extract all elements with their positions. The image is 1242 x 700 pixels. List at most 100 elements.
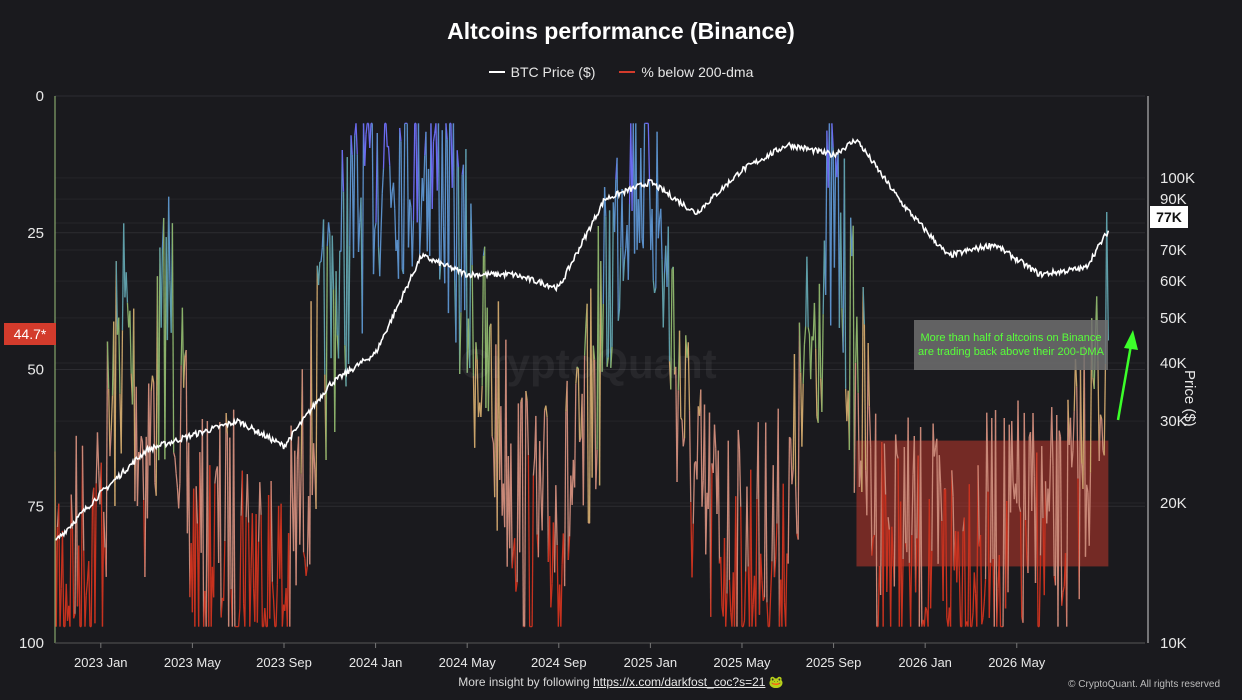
current-pct-badge: 44.7*: [4, 323, 56, 345]
pct-segment: [1041, 446, 1044, 519]
pct-segment: [723, 537, 727, 627]
pct-segment: [938, 455, 942, 483]
pct-segment: [768, 592, 772, 627]
legend: BTC Price ($) % below 200-dma: [0, 60, 1242, 80]
pct-segment: [409, 199, 412, 208]
pct-segment: [929, 550, 933, 609]
pct-segment: [118, 317, 121, 394]
pct-segment: [616, 157, 619, 321]
btc-price-series: [54, 137, 1110, 541]
pct-segment: [760, 553, 763, 581]
pct-segment: [705, 492, 708, 555]
pct-segment: [535, 415, 538, 535]
pct-segment: [882, 443, 886, 627]
pct-segment: [1018, 505, 1022, 513]
pct-segment: [795, 485, 798, 534]
pct-segment: [907, 417, 910, 563]
pct-segment: [1099, 414, 1103, 420]
pct-segment: [660, 208, 663, 260]
pct-segment: [963, 517, 967, 627]
pct-segment: [861, 287, 864, 492]
pct-segment: [1079, 369, 1083, 464]
pct-segment: [71, 528, 75, 619]
pct-segment: [1023, 412, 1027, 521]
pct-segment: [260, 514, 263, 627]
pct-segment: [746, 486, 749, 567]
pct-segment: [640, 148, 643, 239]
pct-segment: [606, 357, 609, 367]
pct-segment: [229, 437, 232, 590]
pct-segment: [452, 123, 456, 281]
pct-segment: [1048, 458, 1052, 512]
pct-segment: [244, 517, 247, 627]
pct-segment: [59, 588, 62, 627]
pct-segment: [432, 133, 436, 142]
pct-segment: [802, 344, 806, 384]
x-tick-label: 2026 May: [988, 655, 1046, 670]
pct-segment: [129, 310, 132, 374]
legend-item-btc[interactable]: BTC Price ($): [488, 64, 595, 80]
pct-segment: [924, 606, 928, 611]
pct-segment: [700, 389, 703, 507]
pct-segment: [932, 423, 935, 457]
pct-segment: [174, 457, 177, 474]
pct-segment: [973, 572, 977, 594]
pct-segment: [550, 583, 553, 608]
pct-segment: [611, 202, 614, 347]
pct-segment: [335, 271, 338, 336]
pct-segment: [740, 506, 743, 627]
pct-segment: [114, 261, 117, 507]
pct-segment: [123, 223, 126, 298]
pct-segment: [1043, 481, 1047, 596]
pct-segment: [459, 312, 462, 375]
legend-item-pct[interactable]: % below 200-dma: [619, 64, 753, 80]
pct-segment: [65, 583, 69, 621]
pct-segment: [725, 593, 728, 627]
pct-segment: [957, 531, 960, 571]
pct-segment: [151, 375, 155, 383]
pct-segment: [280, 503, 283, 627]
pct-segment: [863, 324, 867, 471]
x-tick-label: 2024 May: [439, 655, 497, 670]
x-tick-label: 2024 Sep: [531, 655, 587, 670]
pct-segment: [857, 392, 861, 487]
x-tick-label: 2023 Sep: [256, 655, 312, 670]
pct-segment: [109, 430, 112, 457]
pct-segment: [773, 559, 777, 578]
pct-segment: [83, 550, 86, 627]
pct-segment: [513, 538, 517, 592]
pct-segment: [757, 422, 761, 615]
pct-segment: [762, 597, 766, 602]
pct-segment: [542, 410, 546, 460]
pct-segment: [765, 422, 768, 603]
pct-segment: [220, 597, 224, 618]
pct-segment: [1062, 586, 1065, 593]
pct-segment: [595, 449, 598, 490]
pct-segment: [150, 375, 154, 392]
pct-segment: [790, 438, 793, 485]
pct-segment: [656, 131, 659, 239]
pct-segment: [61, 530, 65, 627]
pct-segment: [222, 541, 226, 601]
footer: More insight by following https://x.com/…: [0, 675, 1242, 689]
pct-segment: [361, 123, 365, 334]
pct-segment: [301, 369, 305, 553]
x-tick-label: 2024 Jan: [349, 655, 403, 670]
pct-segment: [591, 345, 594, 478]
pct-segment: [738, 449, 742, 507]
pct-segment: [412, 123, 416, 221]
pct-segment: [476, 359, 480, 418]
pct-segment: [465, 149, 468, 373]
pct-segment: [1057, 430, 1060, 627]
pct-segment: [481, 255, 485, 386]
pct-segment: [372, 229, 376, 275]
footer-link[interactable]: https://x.com/darkfost_coc?s=21: [593, 675, 766, 689]
pct-segment: [419, 221, 422, 254]
pct-segment: [839, 212, 843, 309]
pct-segment: [681, 419, 684, 447]
pct-segment: [153, 382, 156, 483]
pct-segment: [627, 204, 631, 280]
pct-segment: [909, 535, 913, 627]
pct-segment: [548, 516, 552, 608]
right-tick-label: 20K: [1160, 495, 1187, 512]
